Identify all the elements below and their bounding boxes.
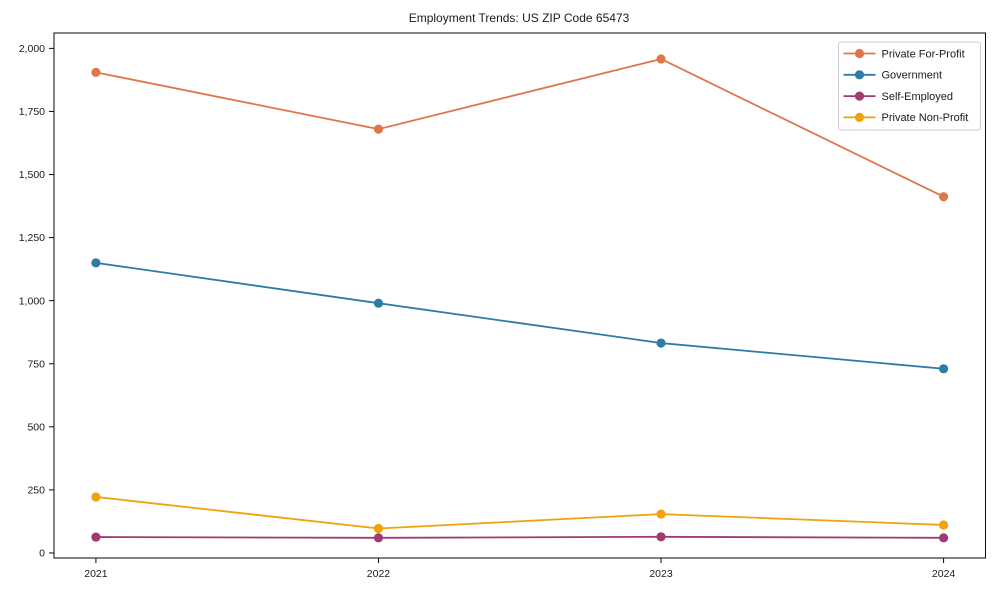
series-marker — [938, 533, 949, 543]
series-marker — [938, 192, 949, 202]
legend-box — [838, 41, 981, 131]
legend-entry-label: Private For-Profit — [882, 48, 965, 60]
x-tick-label: 2023 — [649, 568, 673, 580]
series-marker — [91, 492, 101, 502]
series-line — [95, 496, 945, 530]
legend-entry-label: Self-Employed — [882, 91, 954, 103]
plot-area: 0 250 500 750 1,000 1,250 1,500 1,750 2,000 2021 2… — [19, 32, 986, 580]
y-tick-label: 1,500 — [19, 169, 45, 181]
y-tick-label: 2,000 — [19, 43, 45, 55]
y-tick-label: 1,750 — [19, 106, 45, 118]
y-tick-label: 0 — [39, 548, 45, 560]
series-marker — [656, 509, 666, 519]
series-line — [95, 535, 945, 539]
series-marker — [373, 298, 384, 308]
y-tick-label: 1,250 — [19, 232, 45, 244]
legend-marker — [854, 48, 865, 59]
series-marker — [656, 338, 666, 348]
legend-entry-label: Government — [882, 70, 943, 82]
legend-marker — [854, 112, 865, 122]
series-marker — [656, 532, 666, 542]
series-line — [95, 58, 945, 198]
legend-marker — [854, 91, 865, 101]
x-tick-label: 2022 — [367, 568, 391, 580]
series-marker — [91, 532, 101, 542]
series-marker — [373, 523, 384, 534]
x-tick-label: 2021 — [84, 568, 108, 580]
y-tick-label: 750 — [27, 358, 45, 370]
series-marker — [938, 364, 949, 374]
y-tick-label: 250 — [27, 484, 45, 496]
series-marker — [373, 124, 384, 134]
series-marker — [656, 54, 666, 64]
series-marker — [938, 520, 949, 530]
legend-entry-label: Private Non-Profit — [882, 112, 969, 124]
series-marker — [91, 258, 101, 268]
y-tick-label: 1,000 — [19, 295, 45, 307]
plot-border — [53, 32, 986, 559]
chart-title: Employment Trends: US ZIP Code 65473 — [409, 11, 630, 25]
series-marker — [373, 533, 384, 543]
series-line — [95, 261, 945, 370]
series-marker — [91, 67, 101, 77]
y-tick-label: 500 — [27, 421, 45, 433]
x-tick-label: 2024 — [932, 568, 956, 580]
legend-marker — [854, 70, 865, 80]
